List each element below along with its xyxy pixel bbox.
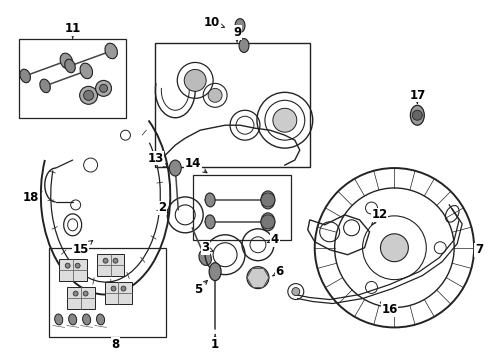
Ellipse shape (80, 63, 93, 79)
Circle shape (111, 286, 116, 291)
Ellipse shape (69, 314, 77, 325)
Ellipse shape (60, 53, 73, 69)
Text: 14: 14 (185, 157, 207, 173)
Ellipse shape (105, 43, 118, 59)
Ellipse shape (410, 105, 424, 125)
Circle shape (261, 193, 275, 207)
Circle shape (292, 288, 300, 296)
Bar (155, 42, 310, 167)
Ellipse shape (169, 160, 181, 176)
Text: 12: 12 (371, 208, 388, 225)
Ellipse shape (55, 314, 63, 325)
Text: 4: 4 (268, 233, 279, 246)
Ellipse shape (205, 215, 215, 229)
Ellipse shape (199, 250, 211, 265)
Ellipse shape (239, 39, 249, 53)
Bar (193, 175, 291, 240)
Text: 17: 17 (409, 89, 425, 103)
Text: 15: 15 (73, 240, 93, 256)
Ellipse shape (261, 213, 275, 231)
Circle shape (261, 215, 275, 229)
Bar (67, 287, 95, 309)
Bar (59, 259, 87, 280)
Text: 6: 6 (273, 265, 284, 278)
Ellipse shape (235, 19, 245, 32)
Text: 13: 13 (147, 152, 168, 167)
Circle shape (96, 80, 112, 96)
Ellipse shape (247, 267, 269, 289)
Ellipse shape (261, 191, 275, 209)
Bar (104, 282, 132, 303)
Circle shape (208, 88, 222, 102)
Bar (49, 248, 166, 337)
Text: 1: 1 (211, 334, 219, 351)
Ellipse shape (20, 69, 30, 83)
Text: 3: 3 (201, 241, 213, 254)
Circle shape (65, 263, 70, 268)
Circle shape (380, 234, 408, 262)
Circle shape (113, 258, 118, 263)
Ellipse shape (83, 314, 91, 325)
Text: 11: 11 (65, 22, 81, 39)
Circle shape (413, 110, 422, 120)
Circle shape (84, 90, 94, 100)
Ellipse shape (65, 59, 75, 73)
Circle shape (73, 291, 78, 296)
Text: 9: 9 (233, 26, 241, 42)
Circle shape (184, 69, 206, 91)
Bar (19, 39, 126, 118)
Circle shape (103, 258, 108, 263)
Text: 2: 2 (158, 201, 170, 215)
Text: 5: 5 (194, 280, 207, 296)
Ellipse shape (97, 314, 104, 325)
Circle shape (83, 291, 88, 296)
Circle shape (273, 108, 297, 132)
Ellipse shape (209, 263, 221, 280)
Text: 18: 18 (23, 192, 42, 204)
Text: 8: 8 (111, 338, 120, 351)
Bar (97, 254, 124, 276)
Text: 16: 16 (380, 302, 397, 316)
Circle shape (99, 84, 107, 92)
Ellipse shape (205, 193, 215, 207)
Circle shape (80, 86, 98, 104)
Text: 10: 10 (204, 16, 224, 29)
Circle shape (75, 263, 80, 268)
Text: 7: 7 (475, 243, 483, 256)
Circle shape (121, 286, 126, 291)
Ellipse shape (40, 79, 50, 93)
